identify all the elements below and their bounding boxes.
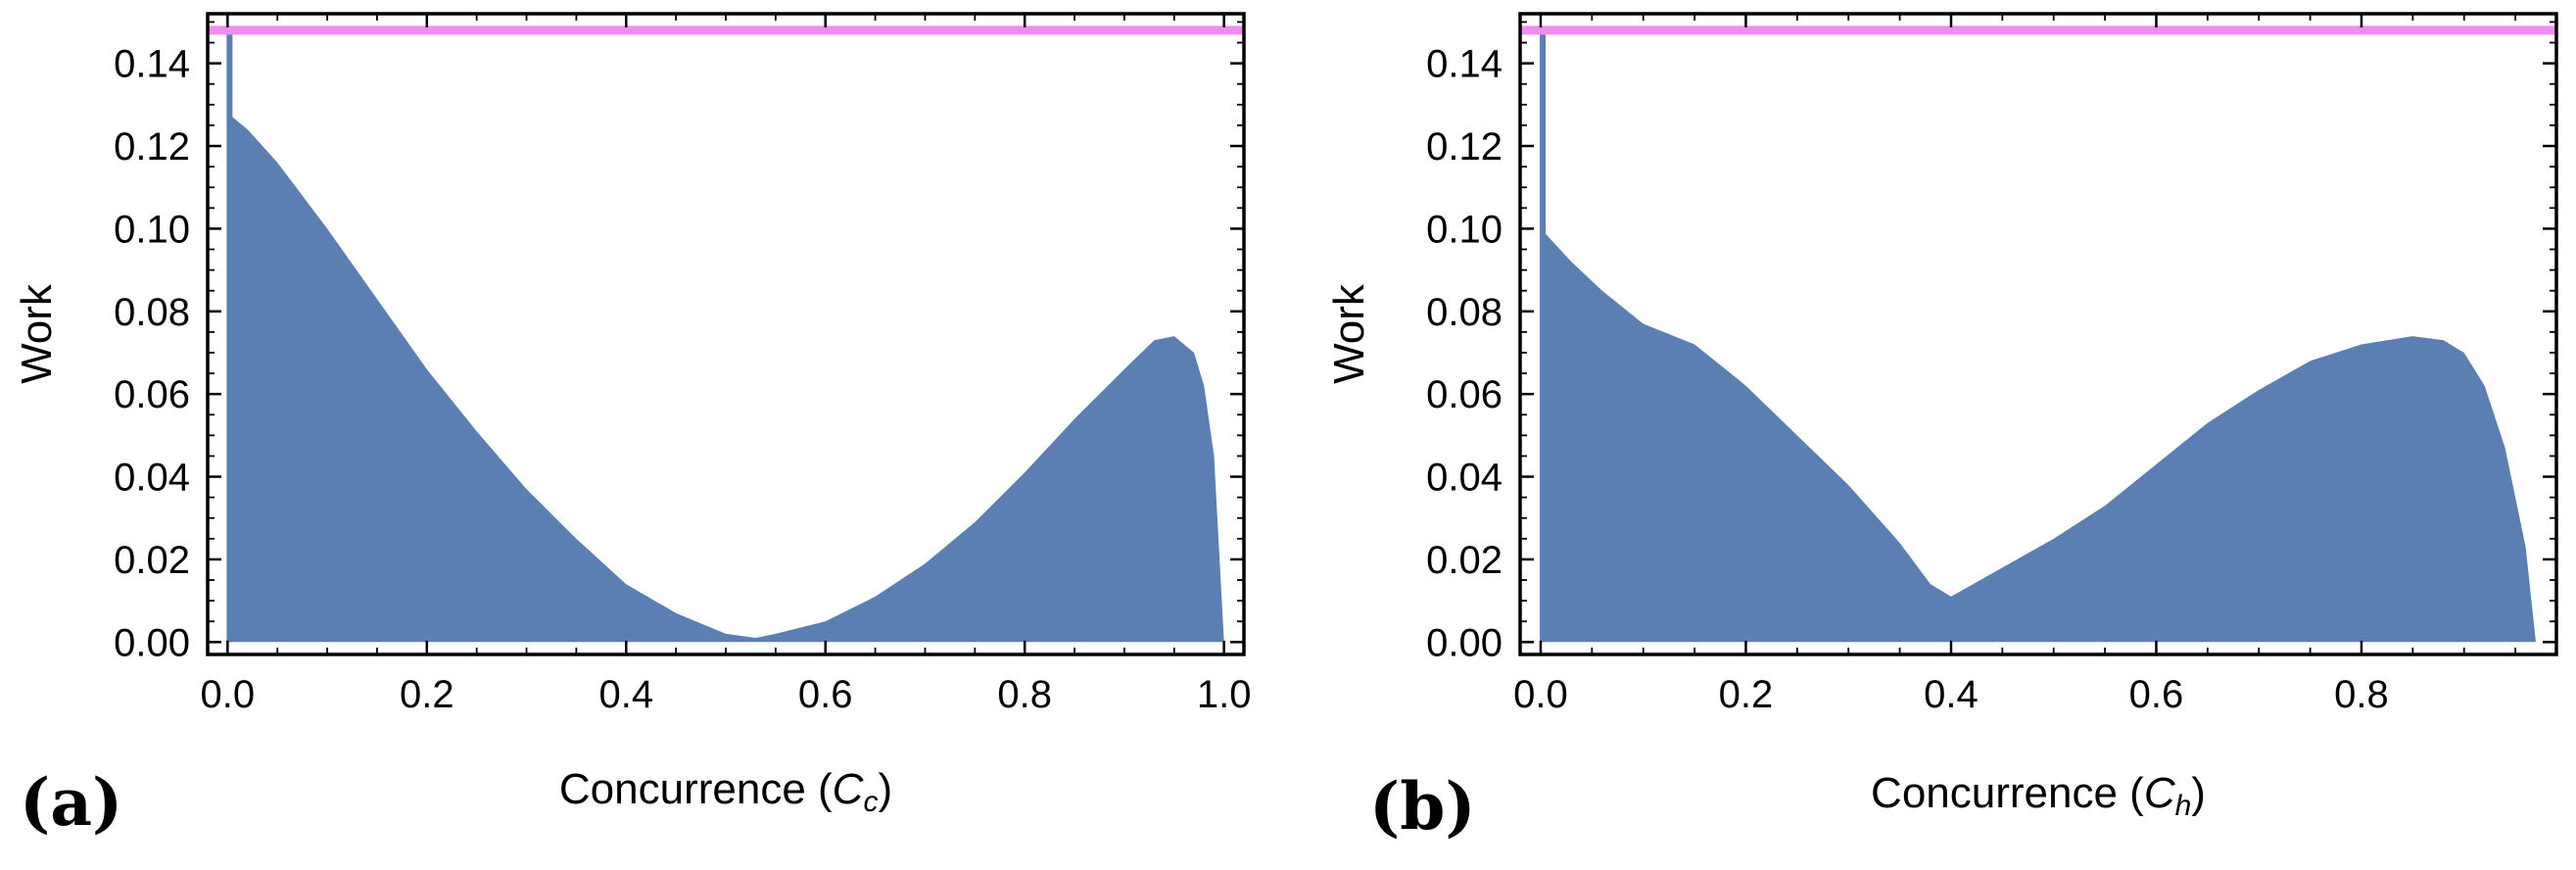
- y-tick-label: 0.10: [114, 208, 190, 251]
- x-tick-label: 0.2: [400, 673, 454, 716]
- y-tick-label: 0.00: [114, 621, 190, 664]
- x-axis-title-a-var: C: [833, 765, 865, 813]
- y-axis-ticks-b: 0.00 0.02 0.04 0.06 0.08 0.10 0.12 0.14: [1426, 21, 2556, 664]
- panel-label-a: (a): [20, 764, 122, 841]
- y-axis-title-a: Work: [13, 283, 61, 384]
- y-tick-label: 0.04: [1426, 457, 1503, 500]
- plot-frame-b: [1518, 12, 2558, 656]
- x-axis-ticks-b: 0.0 0.2 0.4 0.6 0.8: [1513, 14, 2516, 716]
- y-tick-label: 0.04: [114, 457, 190, 500]
- x-axis-title-a-suffix: ): [878, 765, 892, 813]
- y-tick-label: 0.14: [1426, 43, 1503, 86]
- x-axis-title-b-var: C: [2144, 769, 2176, 817]
- x-tick-label: 0.0: [1513, 673, 1568, 716]
- y-tick-label: 0.08: [114, 291, 190, 334]
- x-axis-title-b-prefix: Concurrence (: [1871, 769, 2144, 817]
- y-axis-ticks-a: 0.00 0.02 0.04 0.06 0.08 0.10 0.12 0.14: [114, 21, 1244, 664]
- y-tick-label: 0.08: [1426, 291, 1503, 334]
- x-tick-label: 0.8: [997, 673, 1052, 716]
- x-tick-label: 0.8: [2334, 673, 2389, 716]
- y-tick-label: 0.12: [114, 125, 190, 169]
- y-tick-label: 0.14: [114, 43, 190, 86]
- panel-b: 0.0 0.2 0.4 0.6 0.8 0.00 0.02 0.04 0.06 0.08 0.10…: [1325, 12, 2558, 845]
- x-tick-label: 0.0: [201, 673, 256, 716]
- x-tick-label: 1.0: [1197, 673, 1252, 716]
- x-axis-ticks-a: 0.0 0.2 0.4 0.6 0.8 1.0: [201, 14, 1252, 716]
- y-tick-label: 0.10: [1426, 208, 1503, 251]
- x-tick-label: 0.6: [2129, 673, 2184, 716]
- y-tick-label: 0.06: [114, 373, 190, 416]
- x-axis-title-b-suffix: ): [2191, 769, 2206, 817]
- x-axis-title-a-prefix: Concurrence (: [559, 765, 833, 813]
- x-axis-title-b-sub: h: [2175, 790, 2192, 822]
- x-axis-title-a-sub: c: [863, 786, 878, 818]
- x-tick-label: 0.2: [1719, 673, 1774, 716]
- panel-label-b: (b): [1369, 768, 1476, 845]
- y-tick-label: 0.12: [1426, 125, 1503, 169]
- y-tick-label: 0.02: [114, 539, 190, 582]
- x-tick-label: 0.4: [598, 673, 653, 716]
- panel-a: 0.0 0.2 0.4 0.6 0.8 1.0 0.000.020.040.060.080…: [13, 12, 1252, 841]
- work-scatter-region-a: [227, 113, 1224, 643]
- y-tick-label: 0.06: [1426, 373, 1503, 416]
- y-tick-label: 0.00: [1426, 621, 1503, 664]
- x-tick-label: 0.6: [798, 673, 853, 716]
- x-tick-label: 0.4: [1924, 673, 1979, 716]
- x-axis-title-b: Concurrence (Ch): [1871, 769, 2206, 822]
- y-tick-label: 0.02: [1426, 539, 1503, 582]
- work-scatter-region-b: [1541, 228, 2536, 643]
- y-axis-title-b: Work: [1325, 283, 1373, 384]
- x-axis-title-a: Concurrence (Cc): [559, 765, 892, 818]
